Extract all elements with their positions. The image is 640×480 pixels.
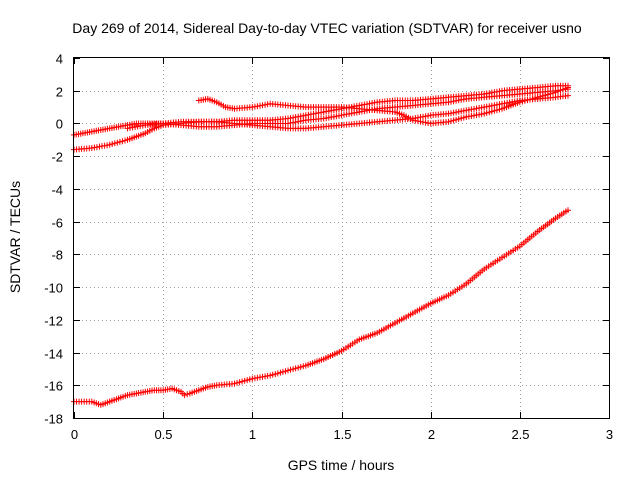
data-point-marker [453,116,460,123]
data-point-marker [521,97,528,104]
x-tick-label: 0 [71,427,78,442]
x-tick-label: 1.5 [333,427,351,442]
data-point-marker [279,368,286,375]
x-tick-label: 1 [249,427,256,442]
data-point-marker [448,118,454,125]
y-tick-label: -18 [44,412,63,427]
data-point-marker [488,108,495,115]
data-point-marker [542,92,549,99]
y-tick-label: -2 [51,150,63,165]
data-point-marker [547,90,554,97]
data-point-marker [527,96,533,103]
series-track-3 [71,92,571,153]
data-point-marker [109,141,116,147]
x-tick-label: 2.5 [511,427,529,442]
data-point-marker [269,371,276,378]
data-point-marker [274,370,281,377]
data-point-marker [565,92,571,99]
x-tick-label: 0.5 [154,427,172,442]
x-tick-label: 3 [606,427,613,442]
series-track-4 [195,84,571,127]
data-point-marker [119,138,126,145]
data-point-marker [244,377,251,384]
y-tick-label: -8 [51,248,63,263]
y-tick-label: -16 [44,379,63,394]
chart-title: Day 269 of 2014, Sidereal Day-to-day VTE… [72,20,582,36]
data-point-marker [493,107,500,114]
x-tick-label: 2 [428,427,435,442]
data-point-marker [114,139,121,146]
x-ticks: 0 0.5 1 1.5 2 2.5 3 [71,58,613,442]
data-point-marker [565,207,571,214]
y-tick-label: 0 [56,117,63,132]
data-point-marker [537,93,544,100]
y-tick-label: 4 [56,52,63,67]
data-point-marker [181,392,188,399]
data-point-marker [565,82,571,89]
y-tick-label: 2 [56,85,63,100]
data-point-marker [483,109,490,116]
plot-frame [73,57,610,419]
data-point-marker [516,99,523,106]
y-tick-label: -14 [44,347,63,362]
data-point-marker [239,378,246,385]
y-tick-label: -12 [44,314,63,329]
y-axis-label: SDTVAR / TECUs [7,181,23,293]
series-track-5 [124,82,571,132]
data-point-marker [292,365,299,372]
x-axis-label: GPS time / hours [288,457,395,473]
y-tick-label: -6 [51,216,63,231]
data-point-marker [297,364,304,370]
data-points [71,82,571,408]
series-track-1 [71,207,571,408]
data-point-marker [234,379,240,386]
y-ticks: 4 2 0 -2 -4 -6 -8 -10 -12 -14 -16 -18 [44,52,609,427]
data-point-marker [532,95,539,101]
y-tick-label: -4 [51,183,63,198]
data-point-marker [287,366,294,373]
data-point-marker [184,391,191,398]
data-point-marker [458,115,465,122]
y-tick-label: -10 [44,281,63,296]
